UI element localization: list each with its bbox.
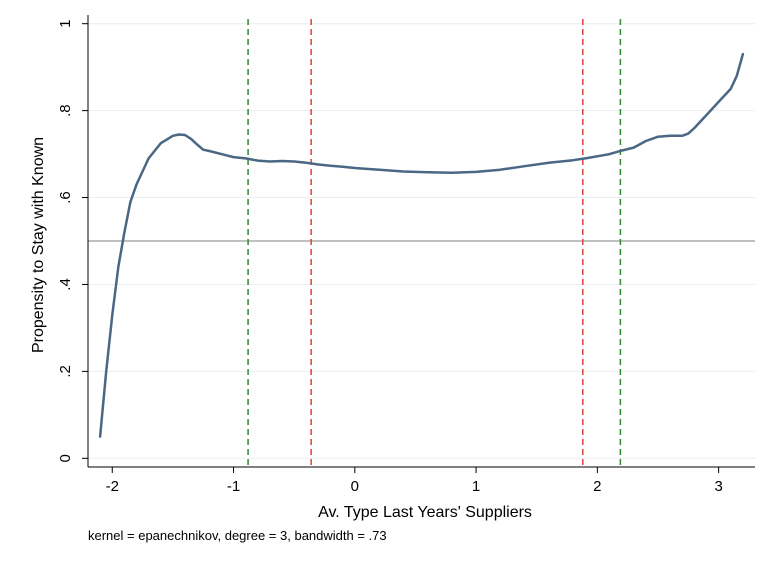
y-axis-label: Propensity to Stay with Known (30, 137, 47, 353)
x-tick-label: 3 (714, 478, 722, 495)
x-tick-label: -1 (227, 478, 240, 495)
x-tick-label: 2 (593, 478, 601, 495)
y-tick-label: 0 (57, 454, 74, 462)
tick-layer: 0 .2 .4 .6 .8 1 -2 -1 0 1 2 3 (57, 20, 723, 495)
series-layer (98, 52, 745, 438)
y-tick-label: .4 (57, 278, 74, 291)
y-tick-label: .2 (57, 365, 74, 378)
x-tick-label: 1 (472, 478, 480, 495)
x-tick-label: -2 (106, 478, 119, 495)
reference-lines (88, 19, 755, 467)
grid-layer (88, 23, 755, 459)
x-axis-label: Av. Type Last Years' Suppliers (318, 504, 532, 521)
x-tick-label: 0 (351, 478, 359, 495)
chart-note: kernel = epanechnikov, degree = 3, bandw… (88, 528, 387, 543)
y-tick-label: 1 (57, 20, 74, 28)
y-tick-label: .8 (57, 104, 74, 117)
chart-svg: 0 .2 .4 .6 .8 1 -2 -1 0 1 2 3 Av. Type Last Years' … (30, 15, 755, 521)
axes-layer (87, 15, 755, 468)
series-line (98, 52, 745, 438)
y-tick-label: .6 (57, 191, 74, 204)
